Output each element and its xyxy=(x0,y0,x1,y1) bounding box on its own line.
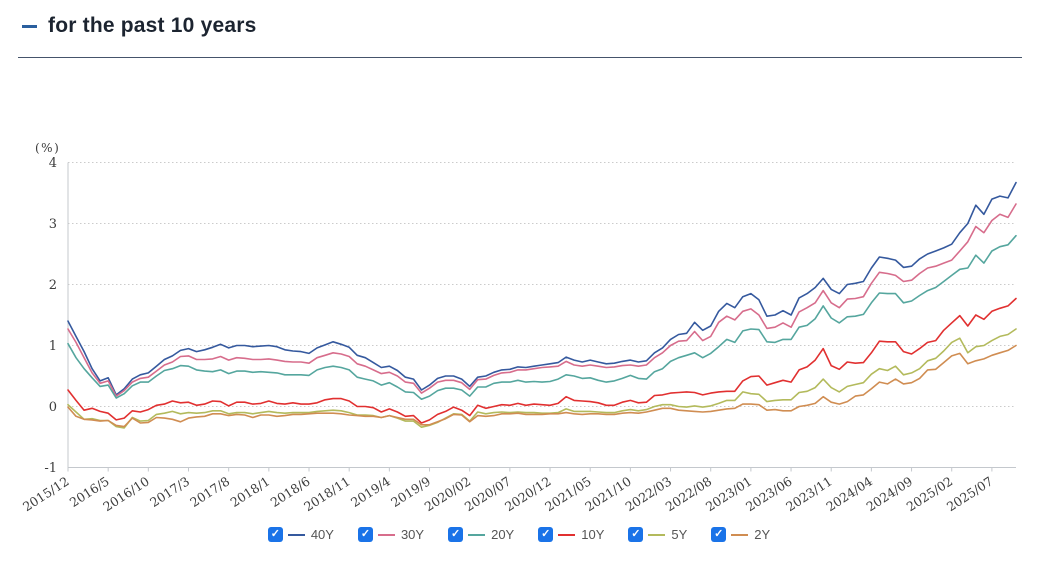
x-tick-label: 2018/1 xyxy=(227,473,272,510)
x-tick-label: 2015/12 xyxy=(20,473,72,514)
checkbox-checked-icon[interactable] xyxy=(538,527,554,542)
series-line-2y xyxy=(67,344,1017,428)
legend-label: 40Y xyxy=(310,527,334,542)
legend-swatch-30y xyxy=(377,533,395,536)
legend-label: 20Y xyxy=(491,527,515,542)
checkbox-checked-icon[interactable] xyxy=(357,527,373,542)
legend-swatch-10y xyxy=(558,533,576,536)
y-tick-label: 2 xyxy=(49,278,57,293)
y-tick-label: 0 xyxy=(49,400,57,415)
legend-label: 10Y xyxy=(581,527,605,542)
x-axis-labels: 2015/122016/52016/102017/32017/82018/120… xyxy=(20,467,996,514)
y-axis-labels: 4 3 2 1 0 -1 (%) xyxy=(35,141,60,476)
legend-swatch-20y xyxy=(468,533,486,536)
legend-item-20y[interactable]: 20Y xyxy=(448,527,514,542)
series-line-10y xyxy=(67,297,1017,424)
checkbox-checked-icon[interactable] xyxy=(628,527,644,542)
legend-swatch-5y xyxy=(648,533,666,536)
legend-item-10y[interactable]: 10Y xyxy=(538,527,604,542)
x-tick-label: 2017/3 xyxy=(147,473,192,510)
series-line-40y xyxy=(67,181,1017,396)
y-tick-label: 3 xyxy=(49,217,57,232)
y-tick-label: 1 xyxy=(49,339,57,354)
chart-legend: 40Y 30Y 20Y 10Y 5Y 2Y xyxy=(0,527,1038,542)
legend-label: 2Y xyxy=(754,527,771,542)
checkbox-checked-icon[interactable] xyxy=(267,527,283,542)
legend-label: 30Y xyxy=(400,527,425,542)
x-tick-label: 2025/07 xyxy=(944,473,996,514)
y-axis-unit-label: (%) xyxy=(35,141,60,155)
series-lines xyxy=(67,181,1017,429)
legend-item-30y[interactable]: 30Y xyxy=(357,527,425,542)
series-line-5y xyxy=(67,328,1017,429)
legend-swatch-2y xyxy=(731,533,749,536)
series-line-20y xyxy=(67,234,1017,401)
x-tick-label: 2017/8 xyxy=(187,473,232,510)
page-header: for the past 10 years xyxy=(22,14,256,38)
page-title: for the past 10 years xyxy=(48,14,257,37)
title-dash-marker xyxy=(22,24,37,28)
legend-swatch-40y xyxy=(287,533,305,536)
y-tick-label: -1 xyxy=(44,461,57,476)
legend-item-40y[interactable]: 40Y xyxy=(267,527,334,542)
x-tick-label: 2019/4 xyxy=(348,473,393,510)
legend-item-5y[interactable]: 5Y xyxy=(628,527,687,542)
gridlines xyxy=(68,162,1016,407)
y-tick-label: 4 xyxy=(49,156,57,171)
legend-item-2y[interactable]: 2Y xyxy=(711,527,770,542)
header-divider xyxy=(18,57,1022,58)
x-tick-label: 2018/11 xyxy=(301,473,353,514)
checkbox-checked-icon[interactable] xyxy=(448,527,464,542)
axes xyxy=(67,162,1016,468)
x-tick-label: 2016/10 xyxy=(100,473,152,514)
legend-label: 5Y xyxy=(671,527,688,542)
checkbox-checked-icon[interactable] xyxy=(711,527,727,542)
series-line-30y xyxy=(67,203,1017,397)
